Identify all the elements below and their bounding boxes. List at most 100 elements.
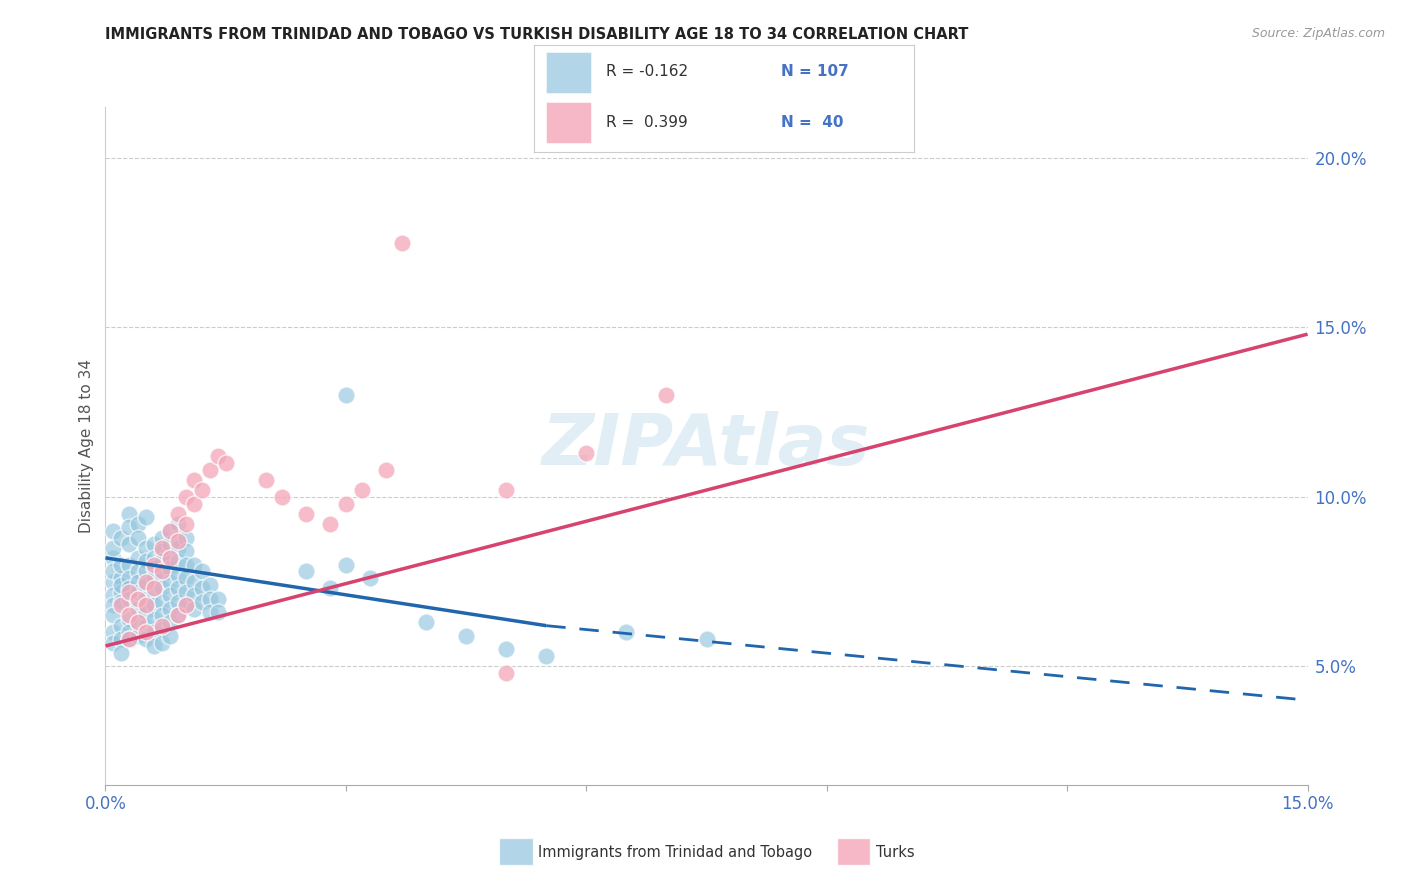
Point <box>495 642 517 657</box>
Point <box>183 601 205 615</box>
Point <box>270 490 292 504</box>
Point <box>150 531 173 545</box>
Point <box>135 599 157 613</box>
Point <box>166 533 188 548</box>
Point <box>335 558 357 572</box>
Point <box>319 516 342 531</box>
Point <box>335 497 357 511</box>
Point <box>183 558 205 572</box>
Point <box>159 524 181 538</box>
Point <box>166 507 188 521</box>
Point <box>454 629 477 643</box>
Y-axis label: Disability Age 18 to 34: Disability Age 18 to 34 <box>79 359 94 533</box>
Point <box>127 516 149 531</box>
Text: R =  0.399: R = 0.399 <box>606 115 688 129</box>
Point <box>118 591 141 606</box>
Point <box>150 635 173 649</box>
Point <box>142 558 165 572</box>
Point <box>127 574 149 589</box>
Point <box>295 565 318 579</box>
Point <box>159 588 181 602</box>
Point <box>174 571 197 585</box>
Point <box>166 595 188 609</box>
Point <box>190 565 212 579</box>
Point <box>207 591 229 606</box>
Point <box>150 541 173 555</box>
Point <box>142 599 165 613</box>
Point <box>135 510 157 524</box>
Text: Source: ZipAtlas.com: Source: ZipAtlas.com <box>1251 27 1385 40</box>
Point <box>183 497 205 511</box>
Point <box>495 666 517 681</box>
Point <box>103 588 125 602</box>
Point <box>174 558 197 572</box>
Point <box>135 618 157 632</box>
Point <box>415 615 437 630</box>
Text: N = 107: N = 107 <box>782 64 849 79</box>
Point <box>127 591 149 606</box>
Point <box>103 565 125 579</box>
Point <box>190 483 212 497</box>
Point <box>159 550 181 565</box>
Point <box>174 490 197 504</box>
Point <box>142 561 165 575</box>
Point <box>127 615 149 630</box>
Point <box>135 565 157 579</box>
Bar <box>546 52 591 93</box>
Point <box>118 582 141 596</box>
Point <box>159 561 181 575</box>
Point <box>198 463 221 477</box>
Point <box>118 571 141 585</box>
Point <box>103 625 125 640</box>
Point <box>150 622 173 636</box>
Point <box>616 625 638 640</box>
Point <box>118 584 141 599</box>
Point <box>159 574 181 589</box>
Point <box>350 483 373 497</box>
Text: N =  40: N = 40 <box>782 115 844 129</box>
Point <box>110 595 132 609</box>
Point <box>166 567 188 582</box>
Point <box>118 612 141 626</box>
Point <box>135 541 157 555</box>
Point <box>103 608 125 623</box>
Point <box>110 578 132 592</box>
Text: R = -0.162: R = -0.162 <box>606 64 689 79</box>
Point <box>174 599 197 613</box>
Point <box>142 639 165 653</box>
Point <box>198 605 221 619</box>
Point <box>655 388 678 402</box>
Point <box>391 235 413 250</box>
Point <box>174 544 197 558</box>
Point <box>174 516 197 531</box>
Point <box>166 554 188 568</box>
Point <box>190 582 212 596</box>
Point <box>127 629 149 643</box>
Point <box>295 507 318 521</box>
Point <box>135 578 157 592</box>
Point <box>159 524 181 538</box>
Point <box>118 608 141 623</box>
Point <box>103 574 125 589</box>
Point <box>110 584 132 599</box>
Point <box>159 601 181 615</box>
Point <box>142 582 165 596</box>
Point <box>183 574 205 589</box>
Point <box>127 550 149 565</box>
Point <box>534 649 557 664</box>
Point <box>174 599 197 613</box>
Point <box>142 584 165 599</box>
Point <box>166 516 188 531</box>
Point <box>118 558 141 572</box>
Point <box>110 618 132 632</box>
Point <box>166 582 188 596</box>
Point <box>335 388 357 402</box>
Point <box>159 629 181 643</box>
Point <box>174 584 197 599</box>
Point <box>198 578 221 592</box>
Point <box>575 446 598 460</box>
Point <box>495 483 517 497</box>
Point <box>166 541 188 555</box>
Point <box>127 584 149 599</box>
Point <box>207 449 229 463</box>
